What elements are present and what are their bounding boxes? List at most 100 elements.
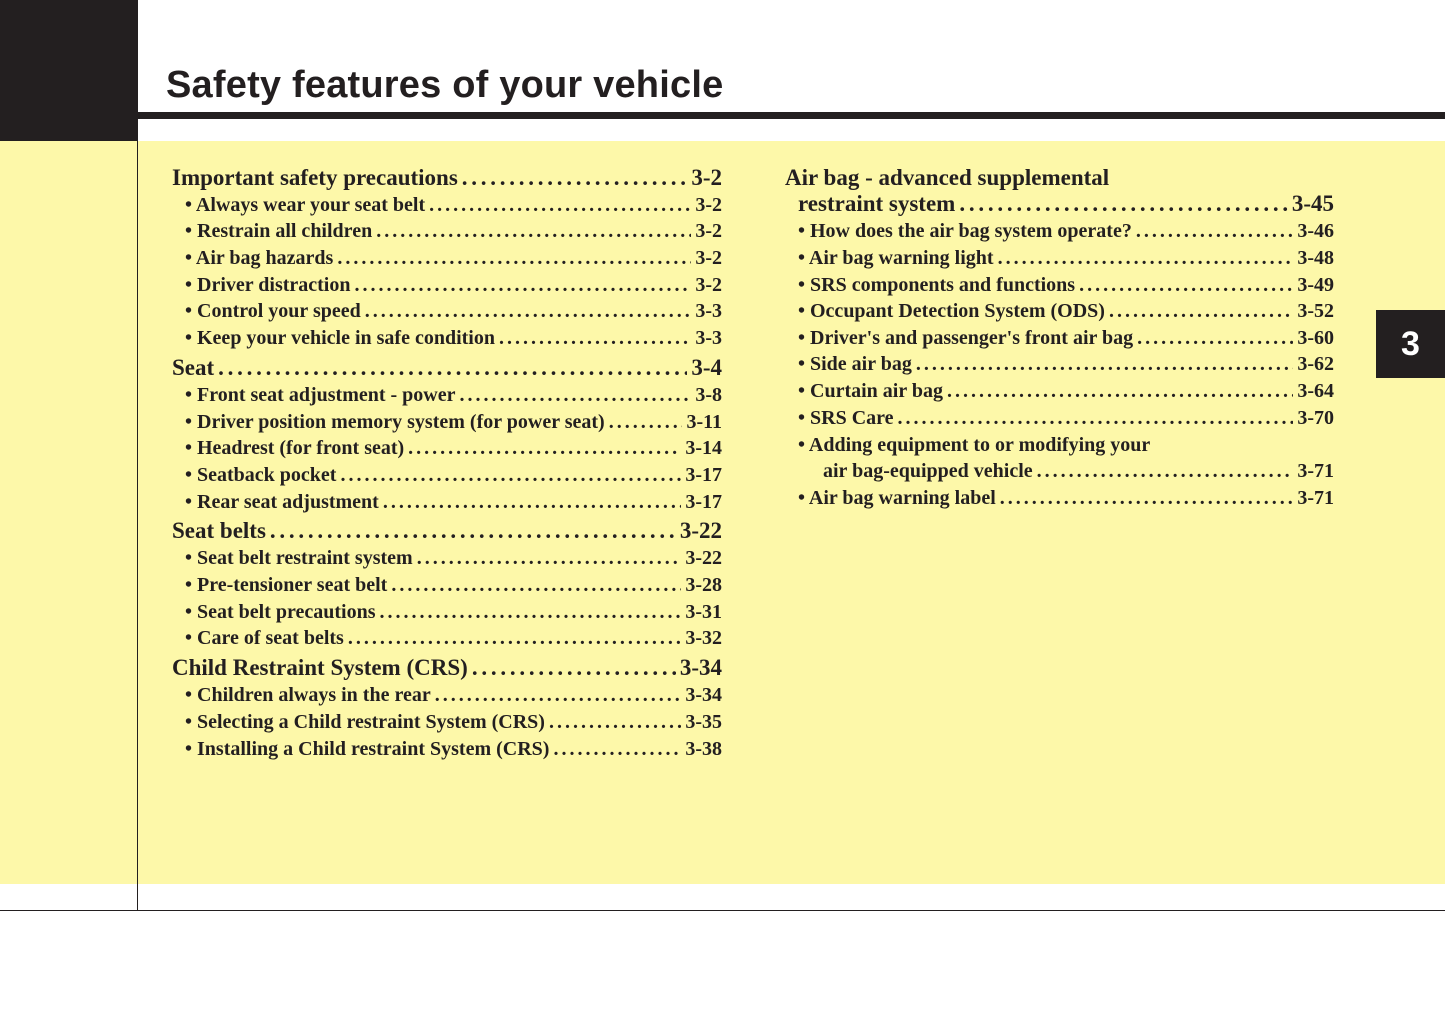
toc-entry[interactable]: • Air bag warning light 3-48 [798, 245, 1334, 271]
dot-leader [1137, 327, 1293, 350]
toc-entry[interactable]: • Seat belt precautions 3-31 [185, 599, 722, 625]
toc-entry-page: 3-62 [1297, 352, 1334, 375]
dot-leader [1079, 274, 1293, 297]
toc-entry-page: 3-22 [685, 546, 722, 569]
toc-entry[interactable]: • Curtain air bag 3-64 [798, 378, 1334, 404]
toc-entry[interactable]: • Driver's and passenger's front air bag… [798, 325, 1334, 351]
toc-entry-page: 3-70 [1297, 406, 1334, 429]
dot-leader [609, 411, 683, 434]
dot-leader [391, 574, 681, 597]
chapter-header-block [0, 0, 138, 141]
toc-entry[interactable]: Seat 3-4 [172, 355, 722, 381]
dot-leader [270, 518, 676, 544]
toc-entry-label: • Side air bag [798, 352, 912, 375]
toc-entry[interactable]: • Always wear your seat belt 3-2 [185, 192, 722, 218]
toc-entry-label: • SRS components and functions [798, 273, 1076, 296]
toc-entry-label: • Seat belt precautions [185, 600, 376, 623]
dot-leader [460, 384, 692, 407]
toc-entry[interactable]: • Air bag warning label 3-71 [798, 485, 1334, 511]
toc-entry[interactable]: • Installing a Child restraint System (C… [185, 736, 722, 762]
toc-entry-page: 3-34 [685, 683, 722, 706]
dot-leader [355, 274, 692, 297]
dot-leader [429, 194, 691, 217]
dot-leader [462, 165, 688, 191]
toc-entry-label: • Headrest (for front seat) [185, 436, 405, 459]
dot-leader [376, 220, 691, 243]
toc-entry-page: 3-46 [1297, 219, 1334, 242]
toc-entry[interactable]: • Front seat adjustment - power 3-8 [185, 382, 722, 408]
dot-leader [218, 355, 687, 381]
chapter-tab[interactable]: 3 [1376, 310, 1445, 378]
toc-entry[interactable]: Air bag - advanced supplemental [785, 165, 1334, 191]
toc-entry-label: • Occupant Detection System (ODS) [798, 299, 1105, 322]
toc-entry-label: • Curtain air bag [798, 379, 943, 402]
toc-entry[interactable]: • SRS Care 3-70 [798, 405, 1334, 431]
toc-entry-page: 3-48 [1297, 246, 1334, 269]
toc-entry[interactable]: • Children always in the rear 3-34 [185, 682, 722, 708]
toc-entry-label: Important safety precautions [172, 165, 458, 190]
toc-entry[interactable]: • Adding equipment to or modifying your [798, 432, 1334, 458]
toc-entry-label: • Rear seat adjustment [185, 490, 379, 513]
toc-entry-label: • Children always in the rear [185, 683, 431, 706]
dot-leader [499, 327, 691, 350]
toc-entry-page: 3-17 [685, 490, 722, 513]
toc-entry[interactable]: • Side air bag 3-62 [798, 351, 1334, 377]
toc-entry-page: 3-32 [685, 626, 722, 649]
toc-entry-label: • Pre-tensioner seat belt [185, 573, 388, 596]
toc-entry[interactable]: • Restrain all children 3-2 [185, 218, 722, 244]
toc-entry[interactable]: • Care of seat belts 3-32 [185, 625, 722, 651]
toc-entry-page: 3-34 [679, 655, 722, 680]
toc-entry-page: 3-4 [691, 355, 722, 380]
toc-entry[interactable]: • Pre-tensioner seat belt 3-28 [185, 572, 722, 598]
toc-entry[interactable]: • SRS components and functions 3-49 [798, 272, 1334, 298]
toc-entry[interactable]: Child Restraint System (CRS) 3-34 [172, 655, 722, 681]
toc-entry[interactable]: • Keep your vehicle in safe condition 3-3 [185, 325, 722, 351]
toc-entry-page: 3-28 [685, 573, 722, 596]
toc-entry[interactable]: • How does the air bag system operate? 3-… [798, 218, 1334, 244]
toc-entry[interactable]: • Headrest (for front seat) 3-14 [185, 435, 722, 461]
toc-entry[interactable]: restraint system 3-45 [798, 191, 1334, 217]
toc-entry-label: • Selecting a Child restraint System (CR… [185, 710, 545, 733]
toc-entry-page: 3-3 [695, 299, 722, 322]
toc-entry[interactable]: • Air bag hazards 3-2 [185, 245, 722, 271]
toc-entry-page: 3-8 [695, 383, 722, 406]
toc-entry[interactable]: • Seat belt restraint system 3-22 [185, 545, 722, 571]
toc-entry[interactable]: • Driver distraction 3-2 [185, 272, 722, 298]
toc-entry[interactable]: Important safety precautions 3-2 [172, 165, 722, 191]
toc-entry-label: • Installing a Child restraint System (C… [185, 737, 550, 760]
toc-entry-label: • Air bag warning label [798, 486, 996, 509]
toc-entry-page: 3-11 [686, 410, 722, 433]
toc-entry-page: 3-60 [1297, 326, 1334, 349]
toc-entry-page: 3-17 [685, 463, 722, 486]
dot-leader [916, 353, 1293, 376]
dot-leader [380, 601, 682, 624]
toc-entry[interactable]: • Control your speed 3-3 [185, 298, 722, 324]
margin-divider [137, 141, 138, 911]
toc-entry-label: • Air bag hazards [185, 246, 334, 269]
toc-entry[interactable]: • Selecting a Child restraint System (CR… [185, 709, 722, 735]
dot-leader [998, 247, 1294, 270]
toc-entry-label: • Adding equipment to or modifying your [798, 433, 1151, 456]
toc-entry-label: Seat belts [172, 518, 266, 543]
toc-entry[interactable]: • Occupant Detection System (ODS) 3-52 [798, 298, 1334, 324]
dot-leader [337, 247, 691, 270]
dot-leader [348, 627, 682, 650]
toc-entry-page: 3-2 [695, 273, 722, 296]
toc-entry-label: • Care of seat belts [185, 626, 344, 649]
dot-leader [340, 464, 681, 487]
toc-entry-label: • SRS Care [798, 406, 894, 429]
toc-entry[interactable]: • Seatback pocket 3-17 [185, 462, 722, 488]
footer-divider [0, 910, 1445, 911]
toc-entry-page: 3-31 [685, 600, 722, 623]
toc-entry[interactable]: air bag-equipped vehicle 3-71 [823, 458, 1334, 484]
toc-entry[interactable]: • Driver position memory system (for pow… [185, 409, 722, 435]
toc-entry[interactable]: Seat belts 3-22 [172, 518, 722, 544]
dot-leader [435, 684, 682, 707]
toc-entry[interactable]: • Rear seat adjustment 3-17 [185, 489, 722, 515]
toc-entry-label: Child Restraint System (CRS) [172, 655, 468, 680]
toc-entry-label: • Driver's and passenger's front air bag [798, 326, 1134, 349]
dot-leader [959, 191, 1287, 217]
dot-leader [549, 711, 681, 734]
toc-entry-label: • Front seat adjustment - power [185, 383, 456, 406]
dot-leader [417, 547, 682, 570]
